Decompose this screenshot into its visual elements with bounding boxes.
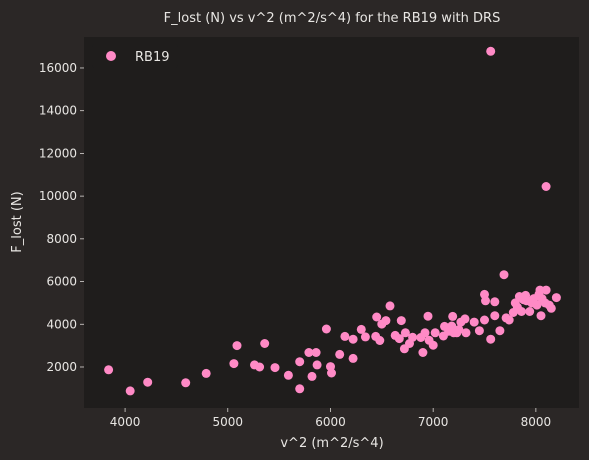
- data-point: [340, 331, 350, 341]
- y-axis-ticks: 2000 4000 6000 8000 10000 12000 14000 16000: [39, 61, 84, 374]
- data-point: [448, 311, 458, 321]
- data-point: [420, 328, 430, 338]
- data-point: [486, 334, 496, 344]
- data-point: [517, 307, 526, 316]
- data-point: [418, 348, 428, 357]
- data-point: [504, 315, 514, 325]
- x-axis-ticks: 4000 5000 6000 7000 8000: [110, 408, 551, 429]
- data-point: [375, 336, 385, 345]
- y-tick-label: 16000: [39, 61, 77, 75]
- x-tick-label: 6000: [315, 415, 346, 429]
- data-point: [104, 365, 114, 375]
- data-point: [394, 334, 404, 344]
- data-point: [396, 316, 406, 326]
- data-point: [486, 46, 496, 56]
- data-point: [541, 182, 551, 191]
- data-point: [546, 303, 556, 313]
- y-tick-label: 6000: [46, 275, 77, 289]
- data-point: [532, 300, 542, 310]
- x-tick-label: 8000: [521, 415, 552, 429]
- plot-area: [84, 37, 579, 408]
- data-point: [381, 316, 391, 326]
- data-point: [348, 353, 358, 363]
- data-point: [260, 339, 270, 348]
- y-tick-label: 10000: [39, 189, 77, 203]
- legend-box: [92, 44, 178, 68]
- chart-title: F_lost (N) vs v^2 (m^2/s^4) for the RB19…: [164, 11, 501, 26]
- data-point: [335, 349, 345, 359]
- data-points: [104, 46, 561, 396]
- y-tick-label: 4000: [46, 317, 77, 331]
- y-tick-label: 8000: [46, 232, 77, 246]
- data-point: [312, 360, 322, 370]
- data-point: [461, 328, 471, 338]
- data-point: [430, 328, 440, 338]
- data-point: [428, 340, 438, 350]
- data-point: [321, 324, 331, 334]
- data-point: [304, 348, 314, 357]
- data-point: [481, 296, 490, 306]
- data-point: [400, 328, 410, 338]
- data-point: [295, 384, 305, 394]
- data-point: [551, 293, 561, 303]
- y-axis-label: F_lost (N): [10, 191, 25, 252]
- data-point: [474, 326, 484, 336]
- data-point: [454, 325, 464, 335]
- x-axis-label: v^2 (m^2/s^4): [280, 436, 383, 451]
- data-point: [283, 370, 293, 380]
- data-point: [423, 311, 433, 321]
- data-point: [356, 324, 366, 334]
- data-point: [499, 270, 509, 280]
- data-point: [447, 321, 457, 331]
- data-point: [385, 301, 395, 311]
- data-point: [307, 371, 317, 381]
- data-point: [495, 326, 505, 336]
- data-point: [327, 368, 336, 378]
- data-point: [480, 315, 489, 325]
- legend-label-rb19: RB19: [135, 50, 170, 65]
- data-point: [311, 348, 321, 357]
- data-point: [460, 314, 470, 324]
- data-point: [270, 363, 280, 373]
- data-point: [201, 368, 211, 378]
- data-point: [232, 341, 242, 351]
- legend: RB19: [92, 44, 178, 68]
- x-tick-label: 5000: [213, 415, 244, 429]
- data-point: [125, 386, 135, 396]
- data-point: [348, 334, 358, 344]
- x-tick-label: 4000: [110, 415, 141, 429]
- data-point: [372, 312, 382, 322]
- data-point: [490, 297, 500, 307]
- data-point: [541, 285, 551, 295]
- data-point: [408, 332, 418, 342]
- data-point: [143, 377, 153, 387]
- y-tick-label: 2000: [46, 360, 77, 374]
- data-point: [229, 359, 239, 369]
- data-point: [490, 311, 500, 321]
- data-point: [536, 311, 546, 321]
- data-point: [360, 332, 370, 342]
- data-point: [469, 317, 479, 327]
- x-tick-label: 7000: [418, 415, 449, 429]
- y-tick-label: 12000: [39, 146, 77, 160]
- data-point: [255, 362, 265, 372]
- data-point: [295, 357, 305, 367]
- y-tick-label: 14000: [39, 104, 77, 118]
- data-point: [525, 307, 535, 316]
- legend-marker: [106, 51, 116, 61]
- data-point: [181, 378, 191, 388]
